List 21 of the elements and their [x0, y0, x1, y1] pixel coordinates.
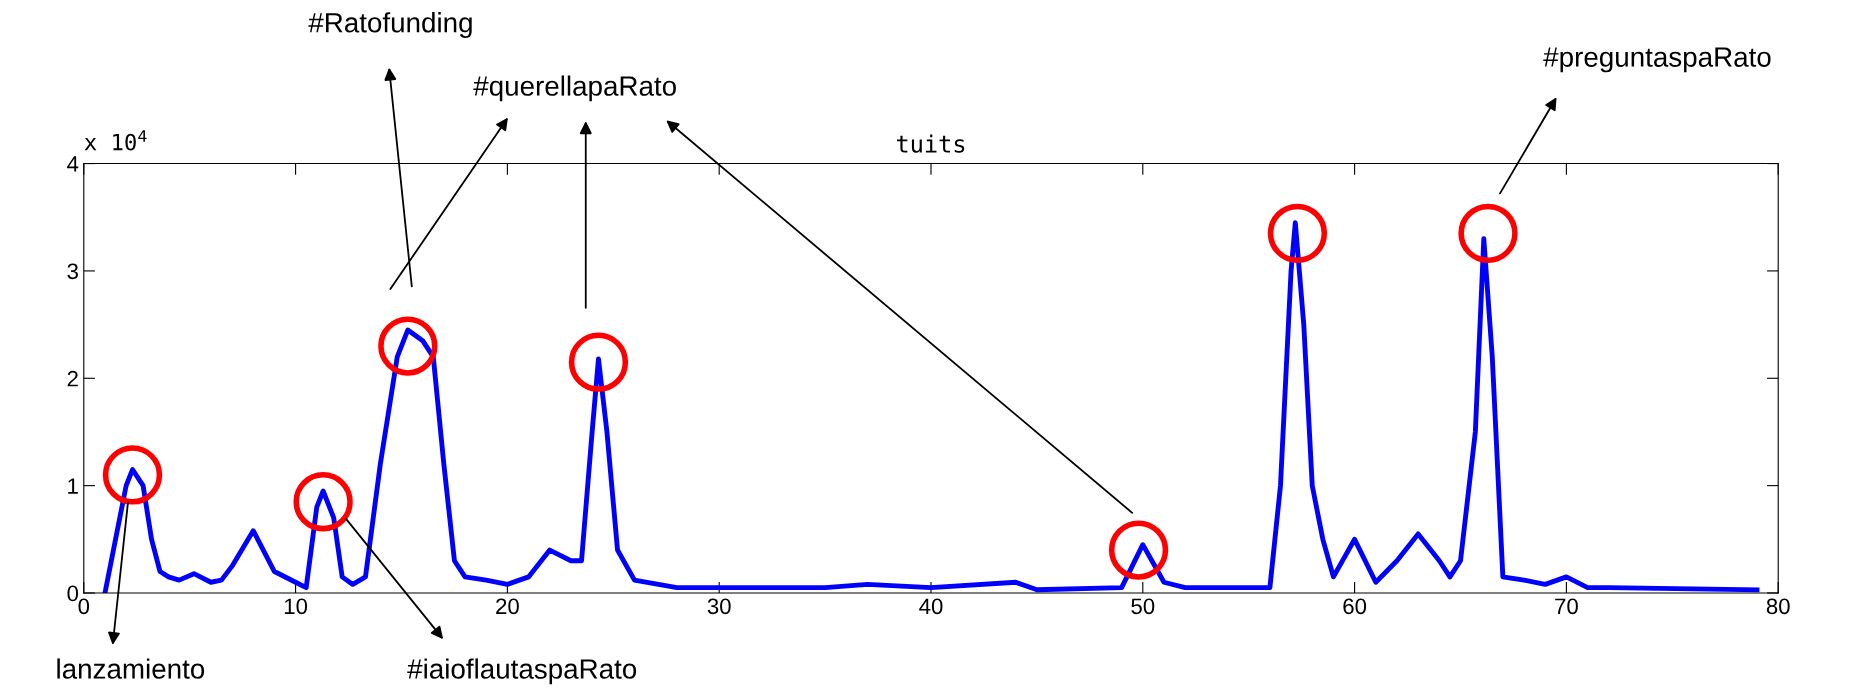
x-tick-label: 0 — [78, 598, 90, 615]
text: x 10$^{4}$ — [84, 130, 147, 151]
x-tick-label: 50 — [1131, 598, 1155, 615]
x-tick-label: 70 — [1555, 598, 1578, 615]
y-tick-label: 4 — [67, 156, 79, 172]
text: #querellapaRato — [473, 75, 676, 102]
y-tick-label: 2 — [67, 370, 78, 387]
chart-title: tuits — [896, 134, 965, 153]
text: #preguntaspaRato — [1543, 47, 1771, 73]
y-tick-label: 1 — [68, 478, 78, 494]
x-tick-label: 60 — [1343, 598, 1367, 615]
text: lanzamiento — [57, 658, 205, 679]
y-tick-label: 0 — [67, 585, 79, 602]
text: #iaioflautaspaRato — [407, 658, 637, 685]
x-tick-label: 80 — [1766, 598, 1790, 615]
y-tick-label: 3 — [67, 263, 78, 280]
x-tick-label: 40 — [919, 598, 943, 615]
x-tick-label: 30 — [707, 598, 731, 615]
x-tick-label: 10 — [284, 598, 308, 615]
x-tick-label: 20 — [496, 598, 519, 615]
text: #Ratofunding — [308, 12, 472, 39]
